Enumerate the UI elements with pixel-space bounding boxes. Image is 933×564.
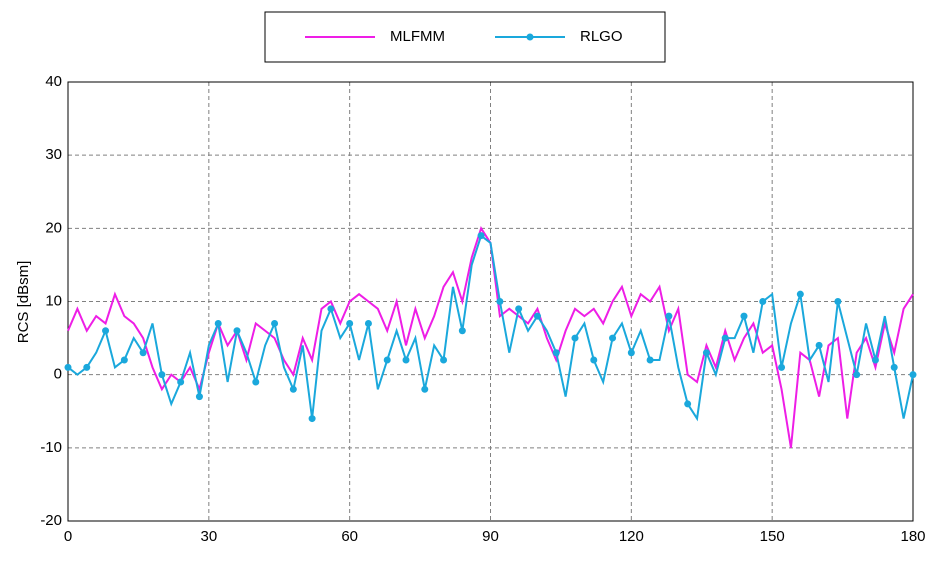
marker — [590, 356, 598, 364]
y-tick-label: 40 — [45, 73, 62, 90]
marker — [853, 371, 861, 379]
marker — [64, 363, 72, 371]
marker — [364, 319, 372, 327]
marker — [815, 341, 823, 349]
marker — [571, 334, 579, 342]
marker — [909, 371, 917, 379]
y-tick-label: 20 — [45, 219, 62, 236]
marker — [233, 327, 241, 335]
marker — [308, 415, 316, 423]
y-axis-label: RCS [dBsm] — [15, 261, 32, 344]
marker — [665, 312, 673, 320]
series-line — [67, 233, 914, 422]
x-tick-label: 120 — [619, 528, 644, 545]
marker — [778, 363, 786, 371]
marker — [609, 334, 617, 342]
legend-label: MLFMM — [390, 28, 445, 45]
marker — [496, 298, 504, 305]
marker — [383, 356, 391, 364]
marker — [421, 385, 429, 393]
y-tick-label: 30 — [45, 146, 62, 163]
marker — [702, 349, 710, 357]
marker — [477, 232, 485, 240]
marker — [515, 305, 523, 313]
marker — [646, 356, 654, 364]
marker — [871, 356, 879, 364]
marker — [458, 327, 466, 335]
x-tick-label: 150 — [760, 528, 785, 545]
legend-marker — [526, 33, 534, 41]
marker — [252, 378, 260, 386]
marker — [721, 334, 729, 342]
marker — [214, 319, 222, 327]
y-tick-label: 10 — [45, 292, 62, 309]
marker — [139, 349, 147, 357]
marker — [402, 356, 410, 364]
marker — [83, 363, 91, 371]
marker — [440, 356, 448, 364]
marker — [796, 290, 804, 298]
marker — [158, 371, 166, 379]
marker — [834, 298, 842, 305]
y-tick-label: -10 — [40, 439, 62, 456]
y-tick-label: -20 — [40, 512, 62, 529]
x-tick-label: 0 — [64, 528, 72, 545]
x-tick-label: 180 — [900, 528, 925, 545]
x-tick-label: 90 — [482, 528, 499, 545]
marker — [759, 298, 767, 305]
y-tick-label: 0 — [54, 366, 62, 383]
marker — [289, 385, 297, 393]
x-tick-label: 60 — [341, 528, 358, 545]
marker — [271, 319, 279, 327]
marker — [740, 312, 748, 320]
legend-label: RLGO — [580, 28, 623, 45]
marker — [627, 349, 635, 357]
x-tick-label: 30 — [200, 528, 217, 545]
marker — [327, 305, 335, 313]
marker — [120, 356, 128, 364]
marker — [346, 319, 354, 327]
marker — [195, 393, 203, 401]
marker — [684, 400, 692, 408]
marker — [890, 363, 898, 371]
marker — [552, 349, 560, 357]
plot-frame — [67, 81, 914, 522]
marker — [177, 378, 185, 386]
marker — [533, 312, 541, 320]
marker — [102, 327, 110, 335]
